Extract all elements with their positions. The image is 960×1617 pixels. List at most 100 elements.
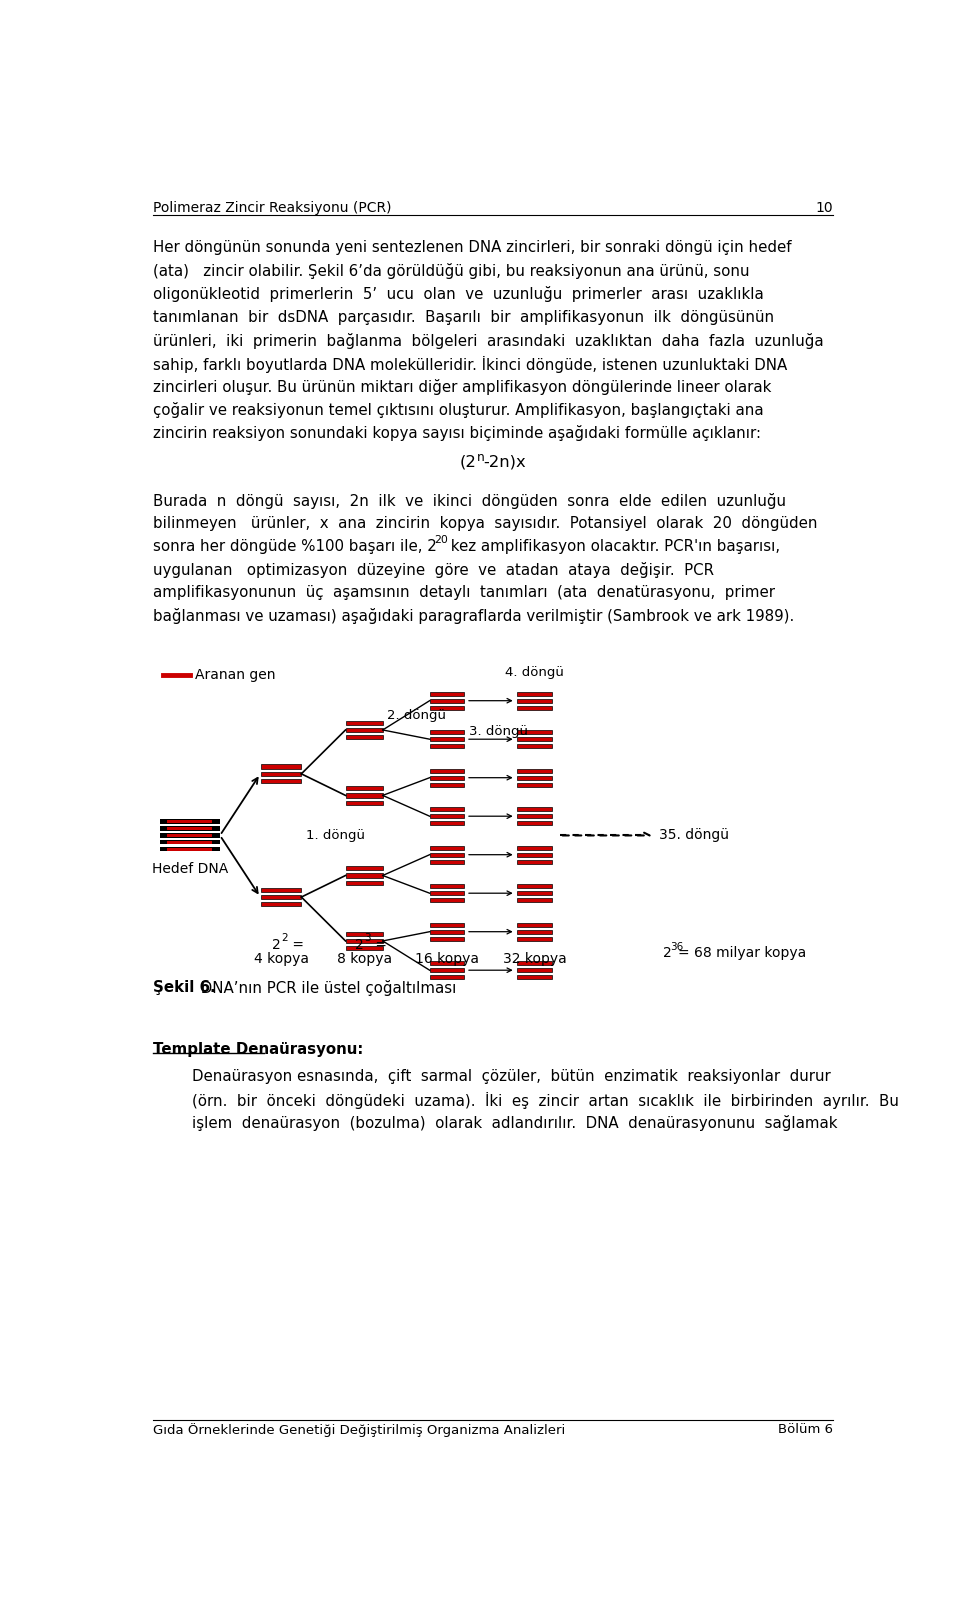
Bar — [517, 923, 552, 927]
Bar — [167, 849, 212, 851]
Bar — [430, 846, 465, 851]
Bar — [517, 930, 552, 935]
Bar — [430, 930, 465, 935]
Text: sahip, farklı boyutlarda DNA molekülleridir. İkinci döngüde, istenen uzunluktaki: sahip, farklı boyutlarda DNA molekülleri… — [154, 356, 787, 374]
Bar — [167, 820, 212, 823]
Bar — [261, 902, 301, 907]
Bar — [517, 807, 552, 812]
Bar — [517, 969, 552, 972]
Bar — [430, 783, 465, 787]
Bar — [517, 692, 552, 695]
Bar — [159, 847, 220, 852]
Bar — [517, 960, 552, 965]
Text: 2: 2 — [662, 946, 671, 959]
Text: 36: 36 — [670, 941, 684, 952]
Bar — [159, 841, 220, 844]
Bar — [430, 705, 465, 710]
Text: 35. döngü: 35. döngü — [659, 828, 729, 842]
Bar — [346, 728, 383, 733]
Text: Her döngünün sonunda yeni sentezlenen DNA zincirleri, bir sonraki döngü için hed: Her döngünün sonunda yeni sentezlenen DN… — [154, 241, 792, 255]
Bar — [159, 820, 220, 823]
Text: (ata)   zincir olabilir. Şekil 6’da görüldüğü gibi, bu reaksiyonun ana ürünü, so: (ata) zincir olabilir. Şekil 6’da görüld… — [154, 264, 750, 280]
Text: DNA’nın PCR ile üstel çoğaltılması: DNA’nın PCR ile üstel çoğaltılması — [196, 980, 456, 996]
Bar — [430, 897, 465, 902]
Bar — [517, 813, 552, 818]
Text: Bölüm 6: Bölüm 6 — [778, 1423, 833, 1436]
Bar — [346, 873, 383, 878]
Text: Denaürasyon esnasında,  çift  sarmal  çözüler,  bütün  enzimatik  reaksiyonlar  : Denaürasyon esnasında, çift sarmal çözül… — [192, 1069, 830, 1083]
Text: 2: 2 — [355, 938, 364, 952]
Bar — [517, 705, 552, 710]
Text: (örn.  bir  önceki  döngüdeki  uzama).  İki  eş  zincir  artan  sıcaklık  ile  b: (örn. bir önceki döngüdeki uzama). İki e… — [192, 1091, 899, 1109]
Text: Polimeraz Zincir Reaksiyonu (PCR): Polimeraz Zincir Reaksiyonu (PCR) — [154, 201, 392, 215]
Bar — [517, 975, 552, 980]
Bar — [430, 699, 465, 703]
Bar — [430, 936, 465, 941]
Text: Burada  n  döngü  sayısı,  2n  ilk  ve  ikinci  döngüden  sonra  elde  edilen  u: Burada n döngü sayısı, 2n ilk ve ikinci … — [154, 493, 786, 509]
Text: çoğalir ve reaksiyonun temel çıktısını oluşturur. Amplifikasyon, başlangıçtaki a: çoğalir ve reaksiyonun temel çıktısını o… — [154, 403, 764, 417]
Bar — [167, 834, 212, 836]
Bar — [430, 884, 465, 888]
Text: 32 kopya: 32 kopya — [503, 952, 566, 965]
Bar — [261, 771, 301, 776]
Bar — [261, 888, 301, 893]
Bar — [346, 721, 383, 724]
Text: bilinmeyen   ürünler,  x  ana  zincirin  kopya  sayısıdır.  Potansiyel  olarak  : bilinmeyen ürünler, x ana zincirin kopya… — [154, 516, 818, 530]
Bar — [517, 852, 552, 857]
Text: 8 kopya: 8 kopya — [337, 952, 392, 965]
Text: 2: 2 — [281, 933, 288, 943]
Bar — [517, 891, 552, 896]
Bar — [517, 731, 552, 734]
Bar — [261, 765, 301, 768]
Text: 2. döngü: 2. döngü — [388, 710, 446, 723]
Text: uygulanan   optimizasyon  düzeyine  göre  ve  atadan  ataya  değişir.  PCR: uygulanan optimizasyon düzeyine göre ve … — [154, 563, 714, 579]
Bar — [517, 936, 552, 941]
Bar — [517, 897, 552, 902]
Bar — [167, 841, 212, 844]
Text: 3. döngü: 3. döngü — [469, 724, 528, 737]
Text: = 68 milyar kopya: = 68 milyar kopya — [678, 946, 806, 959]
Bar — [430, 813, 465, 818]
Text: 4 kopya: 4 kopya — [253, 952, 309, 965]
Bar — [517, 860, 552, 863]
Text: Hedef DNA: Hedef DNA — [152, 862, 228, 876]
Bar — [430, 768, 465, 773]
Text: ürünleri,  iki  primerin  bağlanma  bölgeleri  arasındaki  uzaklıktan  daha  faz: ürünleri, iki primerin bağlanma bölgeler… — [154, 333, 824, 349]
Text: 2: 2 — [273, 938, 281, 952]
Bar — [346, 946, 383, 951]
Bar — [517, 744, 552, 749]
Bar — [159, 833, 220, 838]
Text: Aranan gen: Aranan gen — [195, 668, 276, 682]
Text: 3: 3 — [364, 933, 371, 943]
Bar — [430, 737, 465, 741]
Text: 10: 10 — [815, 201, 833, 215]
Bar — [167, 828, 212, 830]
Bar — [517, 776, 552, 779]
Bar — [346, 931, 383, 936]
Bar — [346, 939, 383, 943]
Text: 4. döngü: 4. döngü — [505, 666, 564, 679]
Bar — [346, 867, 383, 870]
Bar — [430, 891, 465, 896]
Text: Şekil 6.: Şekil 6. — [154, 980, 216, 994]
Text: =: = — [372, 938, 387, 952]
Text: 16 kopya: 16 kopya — [415, 952, 479, 965]
Bar — [261, 779, 301, 783]
Text: işlem  denaürasyon  (bozulma)  olarak  adlandırılır.  DNA  denaürasyonunu  sağla: işlem denaürasyon (bozulma) olarak adlan… — [192, 1116, 837, 1130]
Text: oligonükleotid  primerlerin  5’  ucu  olan  ve  uzunluğu  primerler  arası  uzak: oligonükleotid primerlerin 5’ ucu olan v… — [154, 286, 764, 302]
Text: n: n — [476, 451, 484, 464]
Bar — [430, 960, 465, 965]
Text: Template Denaürasyonu:: Template Denaürasyonu: — [154, 1041, 364, 1058]
Text: zincirin reaksiyon sonundaki kopya sayısı biçiminde aşağıdaki formülle açıklanır: zincirin reaksiyon sonundaki kopya sayıs… — [154, 425, 761, 441]
Bar — [430, 821, 465, 825]
Bar — [346, 881, 383, 884]
Text: sonra her döngüde %100 başarı ile, 2: sonra her döngüde %100 başarı ile, 2 — [154, 538, 437, 555]
Bar — [159, 826, 220, 831]
Bar — [430, 969, 465, 972]
Bar — [430, 852, 465, 857]
Bar — [430, 807, 465, 812]
Text: Gıda Örneklerinde Genetiği Değiştirilmiş Organizma Analizleri: Gıda Örneklerinde Genetiği Değiştirilmiş… — [154, 1423, 565, 1438]
Bar — [430, 744, 465, 749]
Text: =: = — [288, 938, 304, 952]
Text: bağlanması ve uzaması) aşağıdaki paragraflarda verilmiştir (Sambrook ve ark 1989: bağlanması ve uzaması) aşağıdaki paragra… — [154, 608, 795, 624]
